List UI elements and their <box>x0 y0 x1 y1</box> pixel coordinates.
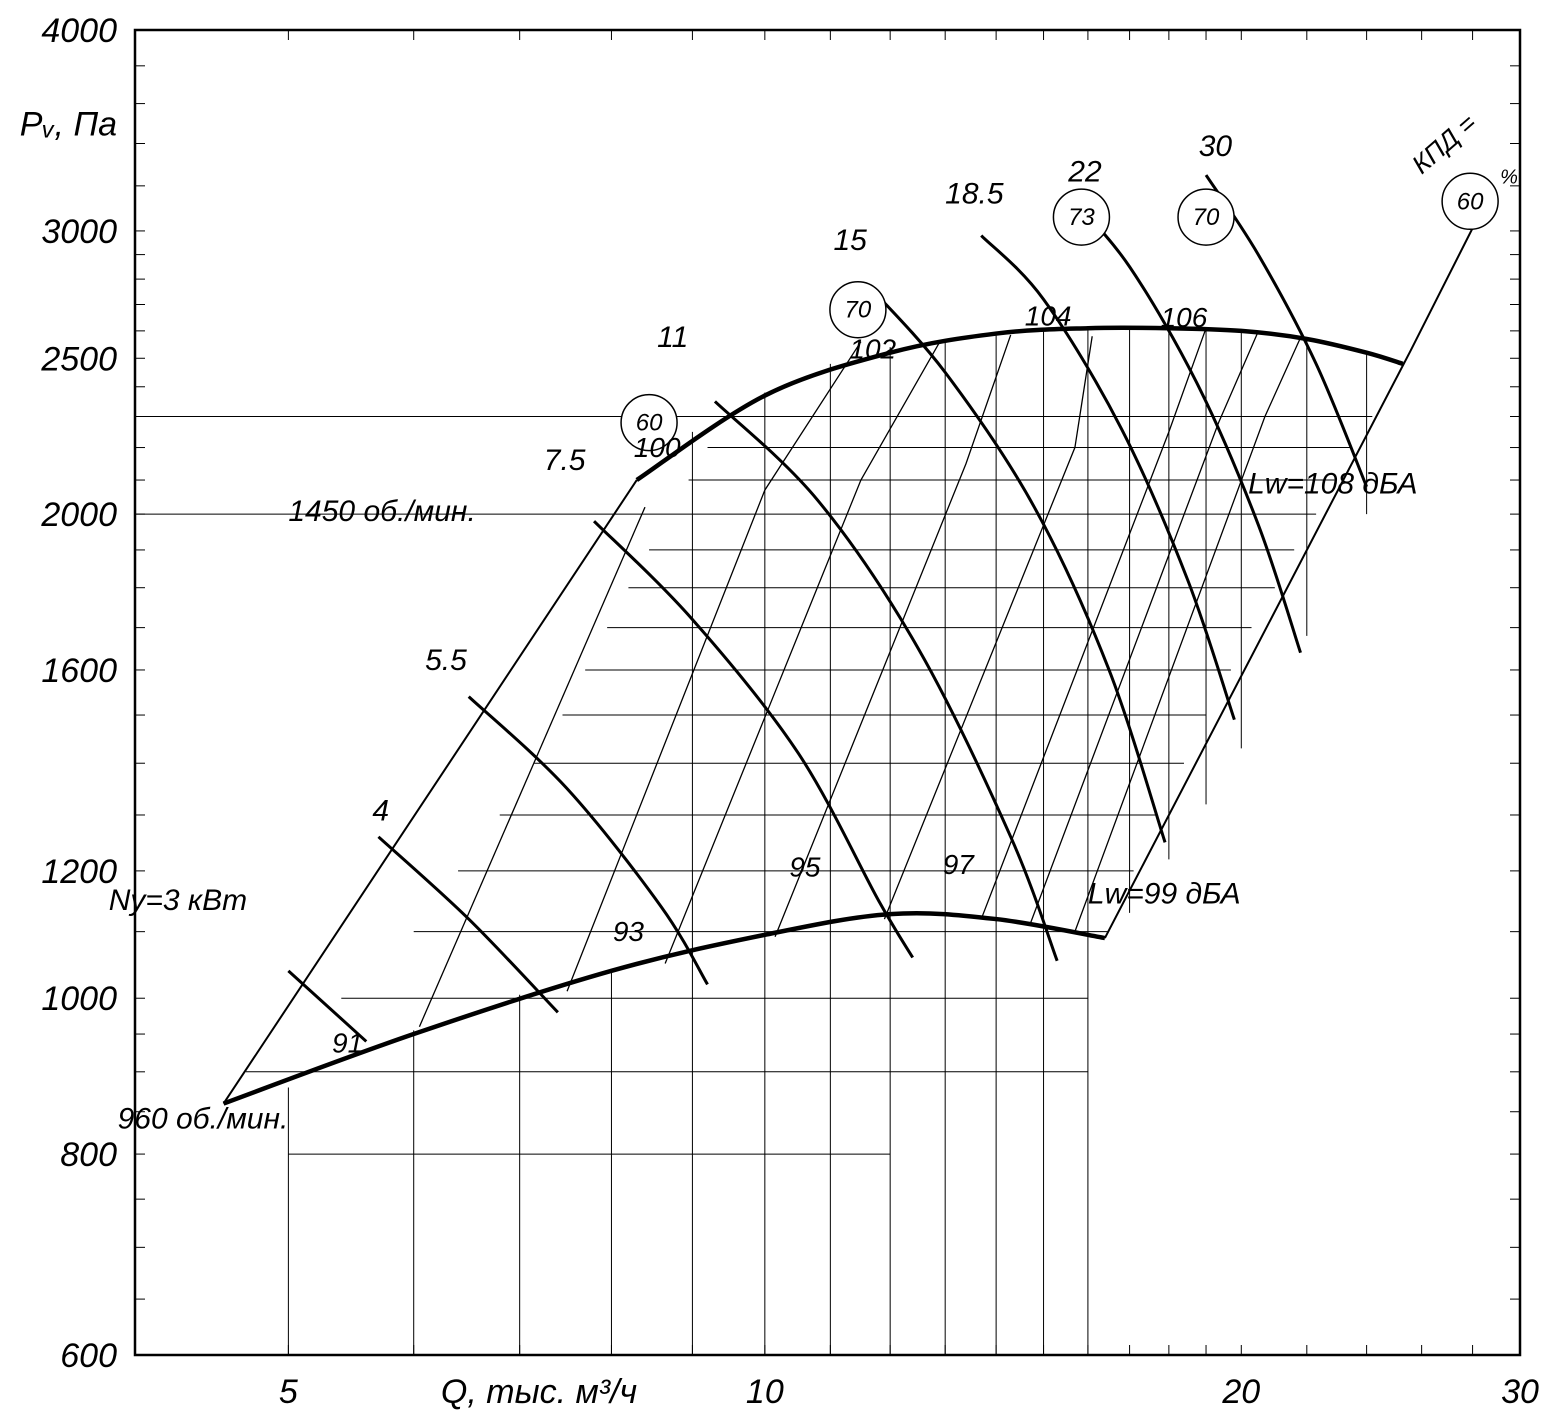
x-tick-label: 20 <box>1221 1373 1260 1411</box>
power-label: 11 <box>657 321 688 354</box>
power-label: 4 <box>372 794 389 827</box>
lw-point: 95 <box>789 852 821 883</box>
y-tick-label: 3000 <box>41 213 117 251</box>
power-label: 5.5 <box>425 644 467 677</box>
lw-point: 104 <box>1025 301 1072 332</box>
eff-value: 60 <box>1457 188 1484 215</box>
eff-line <box>1030 331 1259 925</box>
eff-line <box>1075 338 1301 932</box>
eff-line <box>419 507 645 1027</box>
y-tick-label: 1600 <box>41 652 117 690</box>
eff-line <box>567 342 861 992</box>
power-label: 30 <box>1199 130 1233 163</box>
eff-value: 73 <box>1068 204 1095 231</box>
lw-upper-label: Lw=108 дБА <box>1248 467 1417 500</box>
power-curve <box>378 837 557 1013</box>
speed-curve <box>637 328 1403 480</box>
speed-label: 1450 об./мин. <box>288 495 475 528</box>
y-tick-label: 1000 <box>41 980 117 1018</box>
y-tick-label: 600 <box>60 1337 117 1375</box>
y-tick-label: 4000 <box>41 12 117 50</box>
eff-value: 70 <box>845 297 872 324</box>
power-curve <box>867 284 1165 842</box>
power-curve <box>469 697 708 985</box>
power-curve <box>594 521 913 957</box>
power-label: 15 <box>833 224 867 257</box>
lw-point: 93 <box>613 916 645 947</box>
eff-suffix: % <box>1500 166 1518 188</box>
power-label: 7.5 <box>544 444 586 477</box>
x-tick-label: 10 <box>746 1373 784 1411</box>
speed-curve <box>224 913 1105 1103</box>
power-curve <box>715 401 1057 960</box>
lw-point: 97 <box>943 849 976 880</box>
kpd-label: КПД = <box>1406 108 1482 180</box>
lw-point: 102 <box>849 333 896 364</box>
lw-lower-label: Lw=99 дБА <box>1088 878 1241 911</box>
eff-value: 70 <box>1193 204 1220 231</box>
x-axis-label: Q, тыс. м³/ч <box>441 1373 637 1411</box>
x-tick-label: 30 <box>1501 1373 1539 1411</box>
y-tick-label: 1200 <box>41 853 117 891</box>
chart-container: 5 10 20 30 600 800 1000 1200 1600 2000 2500 3000 400… <box>0 0 1565 1427</box>
y-tick-label: 2000 <box>40 496 117 534</box>
speed-label: 960 об./мин. <box>118 1102 289 1135</box>
y-axis-label: Рᵥ, Па <box>20 105 117 143</box>
fan-chart-svg: 5 10 20 30 600 800 1000 1200 1600 2000 2500 3000 400… <box>0 0 1565 1427</box>
x-tick-label: 5 <box>279 1373 298 1411</box>
lw-point: 91 <box>332 1028 363 1059</box>
plot-frame <box>135 30 1520 1355</box>
power-label: 18.5 <box>945 178 1004 211</box>
power-label: 22 <box>1067 155 1102 188</box>
power-label: Ny=3 кВт <box>109 884 247 917</box>
y-tick-label: 2500 <box>40 340 117 378</box>
lw-point: 106 <box>1161 302 1208 333</box>
y-tick-label: 800 <box>60 1136 117 1174</box>
lw-point: 100 <box>634 432 681 463</box>
boundary-ray <box>224 480 637 1104</box>
